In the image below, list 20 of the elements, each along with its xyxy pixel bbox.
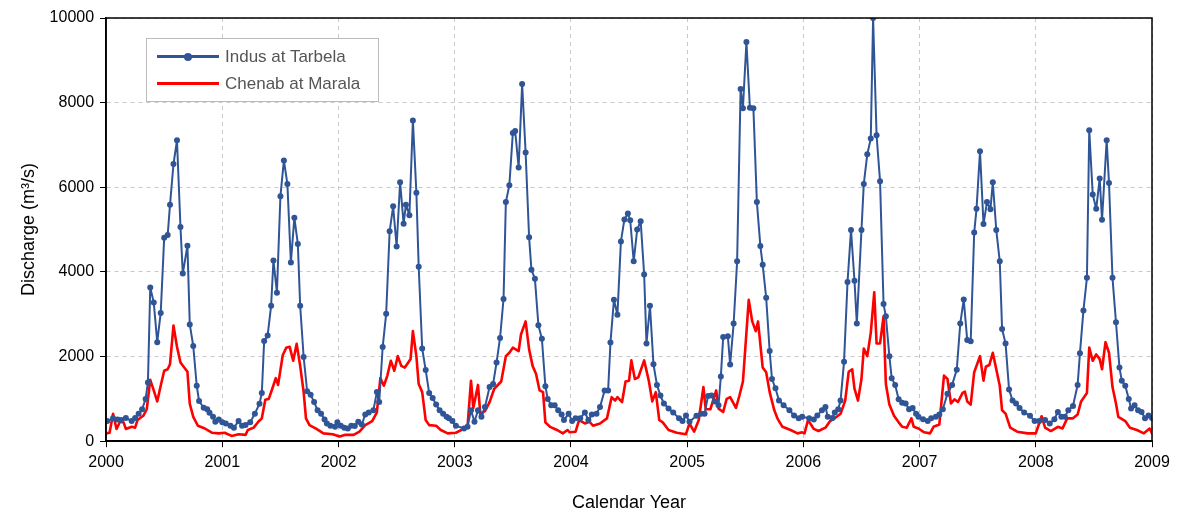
x-tick-label: 2003 — [436, 453, 473, 471]
x-tick-label: 2002 — [320, 453, 357, 471]
x-tick-label: 2008 — [1017, 453, 1054, 471]
x-tick-label: 2005 — [669, 453, 706, 471]
legend-label: Indus at Tarbela — [225, 46, 346, 67]
x-tick-label: 2006 — [785, 453, 822, 471]
y-tick-label: 8000 — [58, 93, 95, 111]
x-axis-title: Calendar Year — [572, 492, 687, 513]
x-tick-label: 2001 — [204, 453, 241, 471]
x-tick-label: 2007 — [901, 453, 938, 471]
x-tick-label: 2000 — [88, 453, 124, 471]
y-tick-label: 2000 — [58, 346, 95, 364]
x-tick-label: 2004 — [553, 453, 589, 471]
y-axis-title: Discharge (m³/s) — [17, 163, 38, 297]
legend-label: Chenab at Marala — [225, 73, 361, 94]
y-tick-label: 0 — [85, 431, 95, 449]
y-tick-label: 10000 — [49, 8, 95, 26]
x-tick-label: 2009 — [1134, 453, 1170, 471]
y-tick-label: 4000 — [58, 262, 95, 280]
y-tick-label: 6000 — [58, 177, 95, 195]
